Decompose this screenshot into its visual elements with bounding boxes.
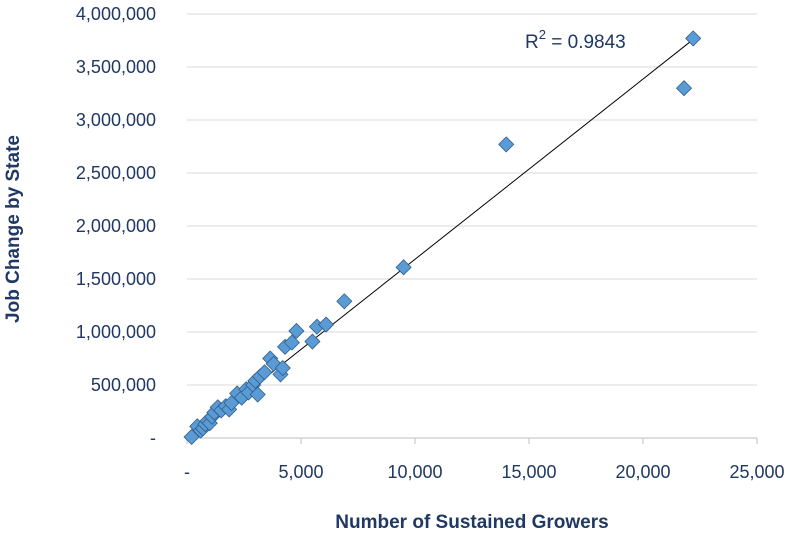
x-tick-label: 25,000 — [729, 462, 784, 482]
x-tick-label: 10,000 — [387, 462, 442, 482]
gridlines — [187, 13, 757, 386]
data-point — [288, 322, 305, 340]
y-tick-label: 1,000,000 — [76, 322, 156, 342]
y-tick-label: 1,500,000 — [76, 269, 156, 289]
y-tick-label: 2,000,000 — [76, 216, 156, 236]
y-tick-label: 500,000 — [91, 375, 156, 395]
x-tick-label: 15,000 — [501, 462, 556, 482]
x-axis-title: Number of Sustained Growers — [335, 512, 608, 533]
y-tick-label: 4,000,000 — [76, 4, 156, 24]
data-point — [283, 334, 300, 351]
data-point — [498, 136, 515, 153]
x-tick-label: - — [184, 462, 190, 482]
y-axis-title: Job Change by State — [3, 135, 24, 323]
data-points — [183, 30, 702, 446]
y-tick-labels: - 500,000 1,000,000 1,500,000 2,000,000 2,500… — [76, 4, 156, 448]
data-point — [318, 316, 335, 333]
axes — [186, 437, 758, 444]
y-tick-label: - — [150, 428, 156, 448]
data-point — [675, 80, 693, 97]
r-squared-value: = 0.9843 — [546, 32, 626, 53]
data-point — [274, 359, 291, 377]
x-tick-labels: - 5,000 10,000 15,000 20,000 25,000 — [184, 462, 785, 482]
y-tick-label: 3,500,000 — [76, 57, 156, 77]
r-squared-superscript: 2 — [539, 27, 546, 42]
x-tick-label: 20,000 — [615, 462, 670, 482]
y-tick-label: 2,500,000 — [76, 163, 156, 183]
x-tick-label: 5,000 — [278, 462, 323, 482]
data-point — [395, 259, 412, 276]
data-point — [336, 293, 353, 310]
r-squared-label: R — [525, 32, 539, 53]
data-point — [304, 333, 321, 350]
data-point — [256, 364, 273, 381]
y-tick-label: 3,000,000 — [76, 110, 156, 130]
data-point — [249, 386, 266, 403]
r-squared-annotation: R2 = 0.9843 — [525, 27, 626, 53]
data-point — [685, 30, 702, 47]
